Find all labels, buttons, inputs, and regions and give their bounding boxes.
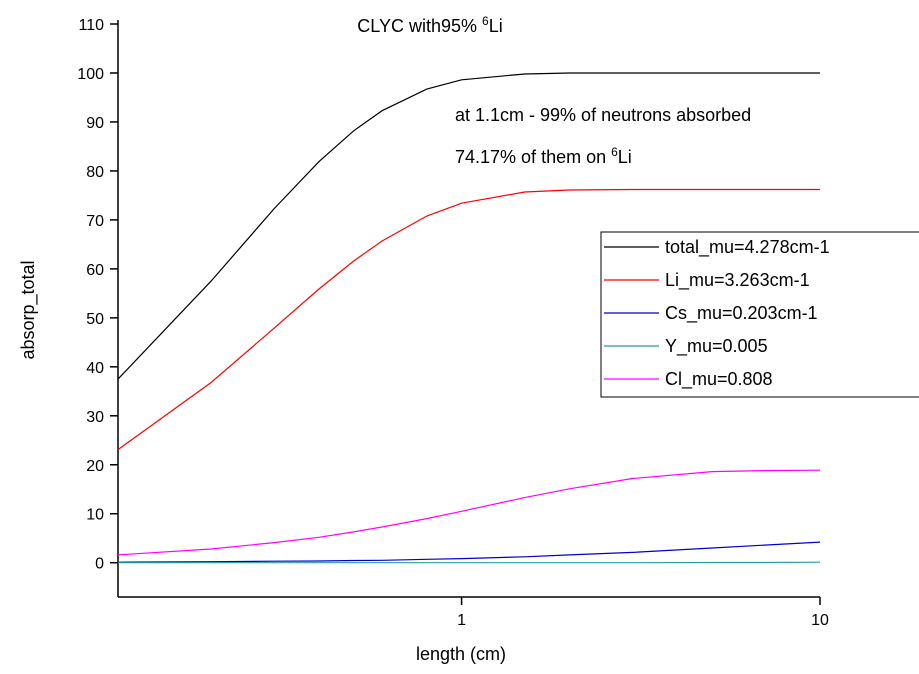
y-tick-label: 10 <box>86 507 104 524</box>
annotation-text: at 1.1cm - 99% of neutrons absorbed <box>455 105 751 125</box>
series-line <box>117 469 821 556</box>
legend-label: Cs_mu=0.203cm-1 <box>665 303 818 324</box>
x-tick-label: 10 <box>811 612 829 629</box>
chart-title: CLYC with95% 6Li <box>357 14 502 36</box>
annotation: 74.17% of them on 6Li <box>455 145 632 167</box>
legend-label: Cl_mu=0.808 <box>665 369 773 390</box>
x-axis-label: length (cm) <box>416 644 506 664</box>
series-line <box>117 541 821 563</box>
y-tick-label: 40 <box>86 360 104 377</box>
series-line <box>117 188 820 451</box>
legend-label: Li_mu=3.263cm-1 <box>665 270 810 291</box>
y-tick-label: 30 <box>86 409 104 426</box>
y-tick-label: 50 <box>86 311 104 328</box>
annotation-tail: Li <box>618 147 632 167</box>
annotation-text: 74.17% of them on <box>455 147 606 167</box>
y-tick-label: 0 <box>95 556 104 573</box>
y-axis-label: absorp_total <box>18 260 39 359</box>
y-tick-label: 110 <box>78 17 104 34</box>
y-tick-label: 100 <box>77 66 104 83</box>
y-tick-label: 80 <box>86 164 104 181</box>
chart-title-sup: 6 <box>482 14 489 28</box>
annotation-sup: 6 <box>611 145 618 159</box>
chart-title-tail: Li <box>489 16 503 36</box>
annotation: at 1.1cm - 99% of neutrons absorbed <box>455 105 751 125</box>
series-line <box>118 561 821 564</box>
chart-title-text: CLYC with95% <box>357 16 477 36</box>
series-line <box>117 72 820 380</box>
y-tick-label: 60 <box>86 262 104 279</box>
x-tick-label: 1 <box>457 612 466 629</box>
y-tick-label: 90 <box>86 115 104 132</box>
legend-label: total_mu=4.278cm-1 <box>665 237 830 258</box>
y-tick-label: 70 <box>86 213 104 230</box>
legend-box <box>600 231 919 398</box>
legend-label: Y_mu=0.005 <box>665 336 768 357</box>
y-tick-label: 20 <box>86 458 104 475</box>
